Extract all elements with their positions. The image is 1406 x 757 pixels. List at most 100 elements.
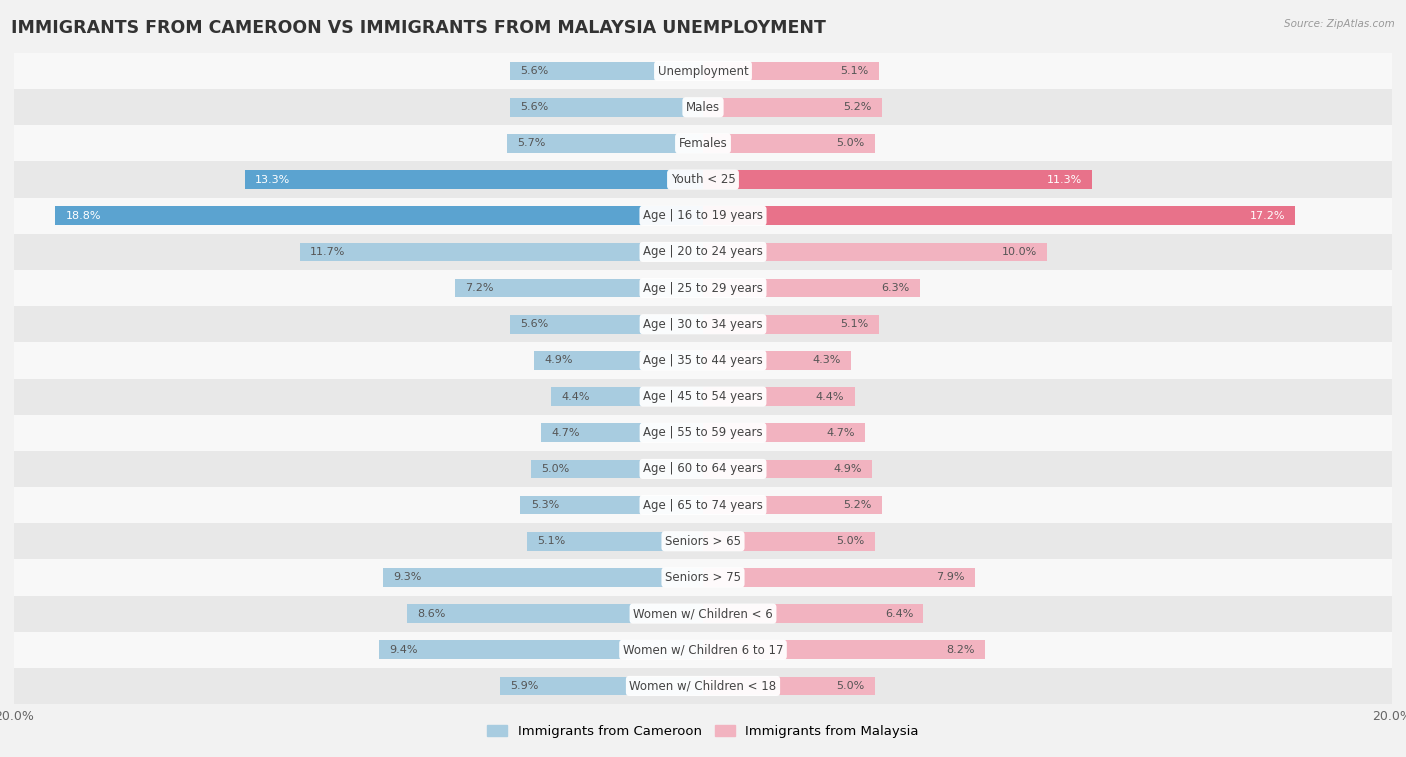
Bar — [14, 487, 1392, 523]
Text: 5.2%: 5.2% — [844, 500, 872, 510]
Bar — [14, 234, 1392, 270]
Text: 5.6%: 5.6% — [520, 66, 548, 76]
Bar — [703, 459, 872, 478]
Bar — [703, 640, 986, 659]
Text: 4.4%: 4.4% — [815, 391, 844, 401]
Text: 5.3%: 5.3% — [531, 500, 560, 510]
Text: Women w/ Children < 6: Women w/ Children < 6 — [633, 607, 773, 620]
Text: 7.9%: 7.9% — [936, 572, 965, 582]
Text: 8.6%: 8.6% — [418, 609, 446, 618]
Text: 17.2%: 17.2% — [1250, 210, 1285, 221]
Bar — [703, 242, 1047, 261]
Text: Males: Males — [686, 101, 720, 114]
Bar — [541, 423, 703, 442]
Text: Source: ZipAtlas.com: Source: ZipAtlas.com — [1284, 19, 1395, 29]
Bar — [14, 451, 1392, 487]
Bar — [14, 89, 1392, 126]
Text: 5.0%: 5.0% — [837, 139, 865, 148]
Text: 5.6%: 5.6% — [520, 102, 548, 112]
Bar — [703, 315, 879, 334]
Text: 5.0%: 5.0% — [837, 681, 865, 691]
Bar — [703, 61, 879, 80]
Bar — [520, 496, 703, 515]
Bar — [506, 134, 703, 153]
Bar — [703, 351, 851, 370]
Text: 4.9%: 4.9% — [544, 356, 574, 366]
Bar — [14, 53, 1392, 89]
Text: Unemployment: Unemployment — [658, 64, 748, 77]
Bar — [55, 207, 703, 225]
Text: 5.0%: 5.0% — [541, 464, 569, 474]
Bar — [14, 342, 1392, 378]
Text: Youth < 25: Youth < 25 — [671, 173, 735, 186]
Text: Age | 60 to 64 years: Age | 60 to 64 years — [643, 463, 763, 475]
Text: 5.0%: 5.0% — [837, 536, 865, 547]
Bar — [551, 387, 703, 406]
Bar — [499, 677, 703, 696]
Bar — [245, 170, 703, 189]
Bar — [14, 198, 1392, 234]
Text: Age | 20 to 24 years: Age | 20 to 24 years — [643, 245, 763, 258]
Text: Age | 35 to 44 years: Age | 35 to 44 years — [643, 354, 763, 367]
Bar — [703, 604, 924, 623]
Bar — [510, 98, 703, 117]
Text: Women w/ Children 6 to 17: Women w/ Children 6 to 17 — [623, 643, 783, 656]
Text: 5.1%: 5.1% — [537, 536, 565, 547]
Text: 6.3%: 6.3% — [882, 283, 910, 293]
Bar — [703, 423, 865, 442]
Bar — [527, 532, 703, 550]
Bar — [534, 351, 703, 370]
Text: 4.7%: 4.7% — [551, 428, 579, 438]
Text: Age | 65 to 74 years: Age | 65 to 74 years — [643, 499, 763, 512]
Bar — [703, 279, 920, 298]
Bar — [14, 596, 1392, 631]
Bar — [703, 496, 882, 515]
Bar — [703, 532, 875, 550]
Text: Age | 16 to 19 years: Age | 16 to 19 years — [643, 209, 763, 223]
Text: 4.9%: 4.9% — [832, 464, 862, 474]
Bar — [510, 315, 703, 334]
Text: 10.0%: 10.0% — [1002, 247, 1038, 257]
Text: 5.7%: 5.7% — [517, 139, 546, 148]
Bar — [703, 677, 875, 696]
Bar — [14, 126, 1392, 161]
Text: Age | 25 to 29 years: Age | 25 to 29 years — [643, 282, 763, 294]
Bar — [14, 559, 1392, 596]
Bar — [531, 459, 703, 478]
Text: 4.4%: 4.4% — [562, 391, 591, 401]
Text: Age | 45 to 54 years: Age | 45 to 54 years — [643, 390, 763, 403]
Text: 4.7%: 4.7% — [827, 428, 855, 438]
Bar — [703, 134, 875, 153]
Text: 13.3%: 13.3% — [256, 175, 291, 185]
Text: 8.2%: 8.2% — [946, 645, 976, 655]
Bar — [703, 170, 1092, 189]
Text: 5.9%: 5.9% — [510, 681, 538, 691]
Text: 4.3%: 4.3% — [813, 356, 841, 366]
Bar — [14, 668, 1392, 704]
Text: 5.6%: 5.6% — [520, 319, 548, 329]
Bar — [380, 640, 703, 659]
Bar — [299, 242, 703, 261]
Bar — [406, 604, 703, 623]
Text: 11.7%: 11.7% — [311, 247, 346, 257]
Text: Females: Females — [679, 137, 727, 150]
Bar — [14, 378, 1392, 415]
Text: Age | 30 to 34 years: Age | 30 to 34 years — [643, 318, 763, 331]
Text: 11.3%: 11.3% — [1046, 175, 1083, 185]
Bar — [14, 523, 1392, 559]
Text: 9.3%: 9.3% — [392, 572, 422, 582]
Legend: Immigrants from Cameroon, Immigrants from Malaysia: Immigrants from Cameroon, Immigrants fro… — [482, 719, 924, 743]
Bar — [14, 415, 1392, 451]
Bar — [510, 61, 703, 80]
Bar — [703, 98, 882, 117]
Text: IMMIGRANTS FROM CAMEROON VS IMMIGRANTS FROM MALAYSIA UNEMPLOYMENT: IMMIGRANTS FROM CAMEROON VS IMMIGRANTS F… — [11, 19, 827, 37]
Text: Women w/ Children < 18: Women w/ Children < 18 — [630, 680, 776, 693]
Text: 5.1%: 5.1% — [841, 319, 869, 329]
Text: 5.2%: 5.2% — [844, 102, 872, 112]
Bar — [14, 631, 1392, 668]
Text: 7.2%: 7.2% — [465, 283, 494, 293]
Text: 5.1%: 5.1% — [841, 66, 869, 76]
Bar — [703, 387, 855, 406]
Text: Age | 55 to 59 years: Age | 55 to 59 years — [643, 426, 763, 439]
Bar — [14, 270, 1392, 306]
